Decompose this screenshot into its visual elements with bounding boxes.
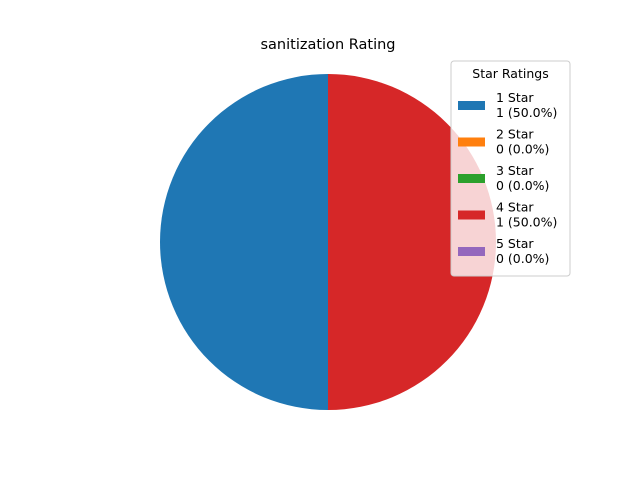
legend-value-1-star: 1 (50.0%) — [496, 105, 557, 120]
legend-label-4-star: 4 Star — [496, 200, 534, 215]
legend-label-5-star: 5 Star — [496, 236, 534, 251]
legend-value-2-star: 0 (0.0%) — [496, 142, 549, 157]
legend-swatch-1-star — [458, 101, 485, 110]
legend-swatch-2-star — [458, 137, 485, 147]
legend-swatch-4-star — [458, 210, 485, 220]
legend-frame — [450, 60, 571, 277]
legend-swatch-3-star — [458, 174, 485, 183]
legend-title: Star Ratings — [472, 66, 548, 81]
chart-title: sanitization Rating — [260, 37, 395, 53]
legend-swatch-5-star — [458, 247, 485, 256]
pie-slices — [160, 74, 496, 410]
legend-label-1-star: 1 Star — [496, 90, 534, 105]
legend-value-4-star: 1 (50.0%) — [496, 215, 557, 230]
legend-label-2-star: 2 Star — [496, 127, 534, 142]
legend-value-5-star: 0 (0.0%) — [496, 251, 549, 266]
pie-slice-1-star — [160, 74, 328, 410]
legend-value-3-star: 0 (0.0%) — [496, 178, 549, 193]
legend-label-3-star: 3 Star — [496, 163, 534, 178]
